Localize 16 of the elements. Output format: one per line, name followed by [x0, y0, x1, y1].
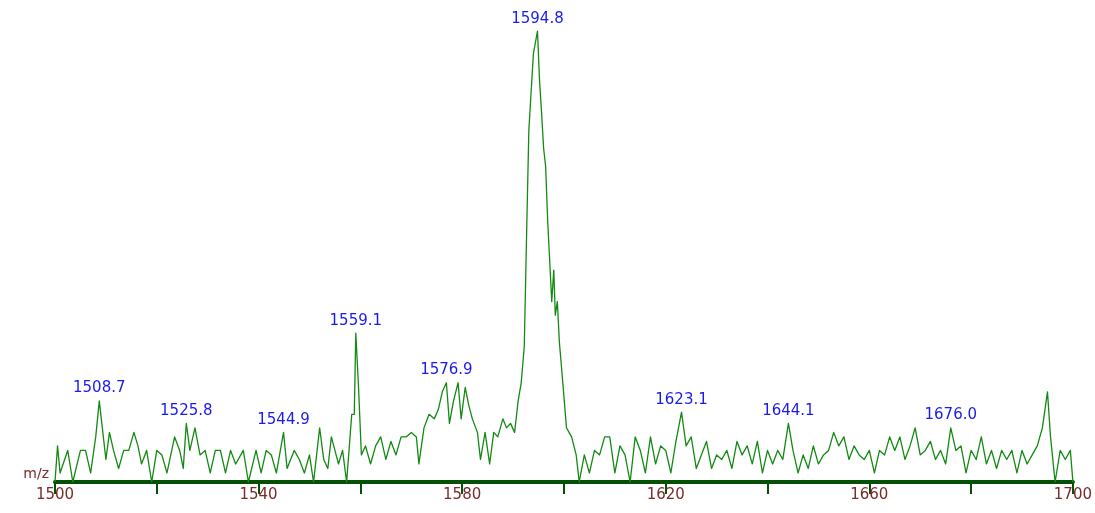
annotation: 1559.1	[329, 310, 383, 329]
annotation: 1508.7	[73, 378, 126, 397]
x-tick-label: 1620	[646, 484, 685, 503]
annotation: 1644.1	[762, 400, 815, 419]
x-tick-label: 1500	[35, 484, 75, 503]
x-tick-label: 1700	[1053, 484, 1093, 503]
annotation: 1676.0	[924, 405, 978, 424]
x-tick-label: 1540	[239, 484, 278, 503]
x-tick-label: 1660	[850, 484, 889, 503]
annotation: 1576.9	[420, 360, 473, 379]
annotation: 1623.1	[655, 389, 708, 408]
x-tick-label: 1580	[443, 484, 482, 503]
x-axis-title: m/z	[23, 465, 49, 481]
annotation: 1544.9	[257, 409, 310, 428]
annotation: 1525.8	[160, 400, 213, 419]
annotation: 1594.8	[511, 8, 564, 27]
